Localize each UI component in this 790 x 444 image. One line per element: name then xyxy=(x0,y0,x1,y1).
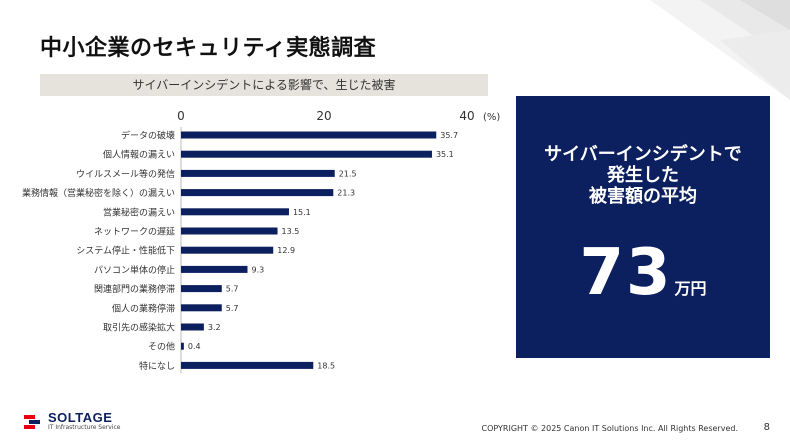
category-label: ウイルスメール等の発信 xyxy=(76,168,175,180)
category-label: 営業秘密の漏えい xyxy=(103,206,175,218)
x-tick-label: 0 xyxy=(177,109,185,123)
data-label: 12.9 xyxy=(277,246,295,255)
category-label: 取引先の感染拡大 xyxy=(103,322,175,334)
corner-decoration xyxy=(650,0,790,100)
bar xyxy=(181,189,334,197)
data-label: 9.3 xyxy=(251,265,264,274)
panel-title-line2: 発生した xyxy=(607,165,679,186)
panel-title-line3: 被害額の平均 xyxy=(589,186,697,207)
average-value-row: 73 万円 xyxy=(516,236,770,310)
bar xyxy=(181,227,278,235)
category-label: 関連部門の業務停滞 xyxy=(94,283,175,295)
logo-name: SOLTAGE xyxy=(48,410,113,425)
data-label: 21.5 xyxy=(339,169,357,178)
bar xyxy=(181,323,204,331)
data-label: 3.2 xyxy=(208,323,221,332)
bar-chart: 0 20 40 (%) データの破壊 35.7 個人情報の漏えい 35.1 ウイルスメール等の発… xyxy=(22,109,500,374)
page-number: 8 xyxy=(763,422,770,433)
data-label: 5.7 xyxy=(226,285,239,294)
bar xyxy=(181,150,432,158)
x-tick-label: 20 xyxy=(316,109,331,123)
category-label: データの破壊 xyxy=(121,130,175,142)
average-unit: 万円 xyxy=(674,279,707,298)
data-label: 15.1 xyxy=(293,208,311,217)
bar xyxy=(181,131,437,139)
category-label: 個人の業務停滞 xyxy=(112,302,175,314)
bar xyxy=(181,169,335,177)
data-label: 0.4 xyxy=(188,342,201,351)
bar xyxy=(181,285,222,293)
category-label: パソコン単体の停止 xyxy=(94,264,175,276)
category-label: 個人情報の漏えい xyxy=(103,149,175,161)
soltage-logo: SOLTAGE IT Infrastructure Service xyxy=(22,411,120,432)
average-value: 73 xyxy=(579,236,673,310)
data-label: 35.7 xyxy=(440,131,458,140)
bar xyxy=(181,265,248,273)
category-label: システム停止・性能低下 xyxy=(76,245,175,257)
category-label: 業務情報（営業秘密を除く）の漏えい xyxy=(22,187,175,199)
data-label: 35.1 xyxy=(436,150,454,159)
chart-title: サイバーインシデントによる影響で、生じた被害 xyxy=(40,74,488,96)
logo-tagline: IT Infrastructure Service xyxy=(48,424,121,431)
data-label: 13.5 xyxy=(282,227,300,236)
category-label: ネットワークの遅延 xyxy=(94,226,175,238)
bar xyxy=(181,342,184,350)
average-damage-panel: サイバーインシデントで 発生した 被害額の平均 73 万円 xyxy=(516,96,770,358)
panel-title-line1: サイバーインシデントで xyxy=(544,144,742,165)
category-label: 特になし xyxy=(139,360,175,372)
category-label: その他 xyxy=(148,341,175,353)
data-label: 21.3 xyxy=(337,189,355,198)
bar xyxy=(181,304,222,312)
bar xyxy=(181,246,274,254)
page-title: 中小企業のセキュリティ実態調査 xyxy=(40,36,377,61)
bar xyxy=(181,361,314,369)
data-label: 18.5 xyxy=(317,361,335,370)
bar xyxy=(181,208,289,216)
data-label: 5.7 xyxy=(226,304,239,313)
copyright: COPYRIGHT © 2025 Canon IT Solutions Inc.… xyxy=(481,424,738,433)
x-unit-label: (%) xyxy=(483,112,500,123)
x-tick-label: 40 xyxy=(459,109,474,123)
soltage-logo-icon xyxy=(24,414,40,429)
